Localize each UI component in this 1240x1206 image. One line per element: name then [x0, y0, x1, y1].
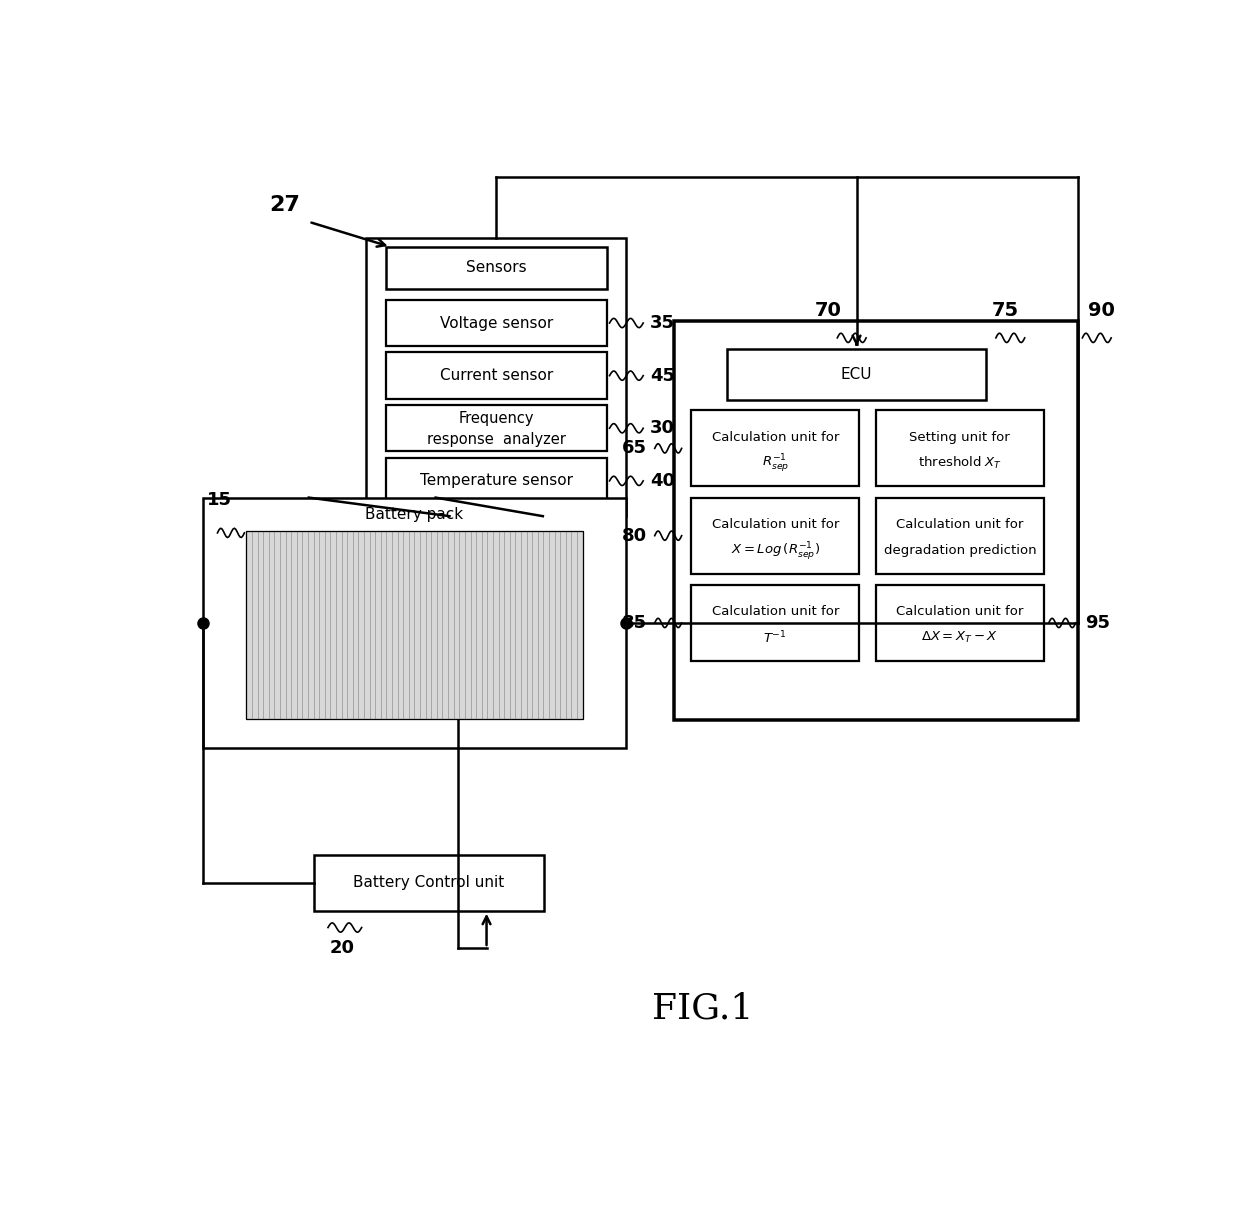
- FancyBboxPatch shape: [675, 321, 1078, 720]
- FancyBboxPatch shape: [875, 498, 1044, 574]
- Text: Frequency: Frequency: [459, 411, 534, 427]
- Text: response  analyzer: response analyzer: [427, 432, 565, 447]
- FancyBboxPatch shape: [691, 498, 859, 574]
- Text: $\Delta X = X_T - X$: $\Delta X = X_T - X$: [921, 631, 998, 645]
- FancyBboxPatch shape: [691, 410, 859, 486]
- Text: Calculation unit for: Calculation unit for: [712, 431, 839, 444]
- Text: 40: 40: [650, 472, 675, 490]
- Text: Calculation unit for: Calculation unit for: [712, 605, 839, 619]
- Text: Setting unit for: Setting unit for: [909, 431, 1011, 444]
- FancyBboxPatch shape: [203, 498, 626, 748]
- Text: $R_{sep}^{-1}$: $R_{sep}^{-1}$: [761, 452, 789, 474]
- Bar: [247, 531, 583, 719]
- Text: 65: 65: [622, 439, 647, 457]
- Text: 95: 95: [1085, 614, 1110, 632]
- FancyBboxPatch shape: [386, 352, 606, 399]
- Text: Current sensor: Current sensor: [439, 368, 553, 384]
- FancyBboxPatch shape: [314, 855, 544, 911]
- Text: Calculation unit for: Calculation unit for: [897, 519, 1023, 531]
- FancyBboxPatch shape: [875, 410, 1044, 486]
- FancyBboxPatch shape: [386, 457, 606, 504]
- Text: 85: 85: [622, 614, 647, 632]
- FancyBboxPatch shape: [691, 585, 859, 661]
- Text: 45: 45: [650, 367, 675, 385]
- Text: FIG.1: FIG.1: [652, 991, 754, 1025]
- FancyBboxPatch shape: [386, 300, 606, 346]
- Text: $T^{-1}$: $T^{-1}$: [764, 630, 787, 646]
- Text: Calculation unit for: Calculation unit for: [897, 605, 1023, 619]
- Text: 75: 75: [992, 300, 1019, 320]
- Text: Sensors: Sensors: [466, 260, 527, 275]
- Text: 30: 30: [650, 420, 675, 438]
- FancyBboxPatch shape: [875, 585, 1044, 661]
- Text: 80: 80: [622, 527, 647, 545]
- Text: 27: 27: [269, 195, 300, 215]
- Text: degradation prediction: degradation prediction: [884, 544, 1037, 557]
- FancyBboxPatch shape: [727, 349, 986, 400]
- FancyBboxPatch shape: [367, 238, 626, 516]
- Text: Temperature sensor: Temperature sensor: [419, 474, 573, 488]
- Text: 35: 35: [650, 314, 675, 332]
- Text: ECU: ECU: [841, 367, 872, 382]
- Text: 90: 90: [1089, 300, 1115, 320]
- FancyBboxPatch shape: [386, 405, 606, 451]
- Text: $X = Log\,(R_{sep}^{-1})$: $X = Log\,(R_{sep}^{-1})$: [730, 539, 820, 562]
- Text: 70: 70: [815, 300, 841, 320]
- Text: 20: 20: [330, 939, 355, 958]
- Text: 15: 15: [207, 491, 232, 509]
- Text: Calculation unit for: Calculation unit for: [712, 519, 839, 531]
- Text: Voltage sensor: Voltage sensor: [439, 316, 553, 330]
- Text: Battery Control unit: Battery Control unit: [353, 876, 505, 890]
- Text: Battery pack: Battery pack: [366, 507, 464, 522]
- Text: threshold $X_T$: threshold $X_T$: [918, 455, 1002, 472]
- FancyBboxPatch shape: [386, 247, 606, 288]
